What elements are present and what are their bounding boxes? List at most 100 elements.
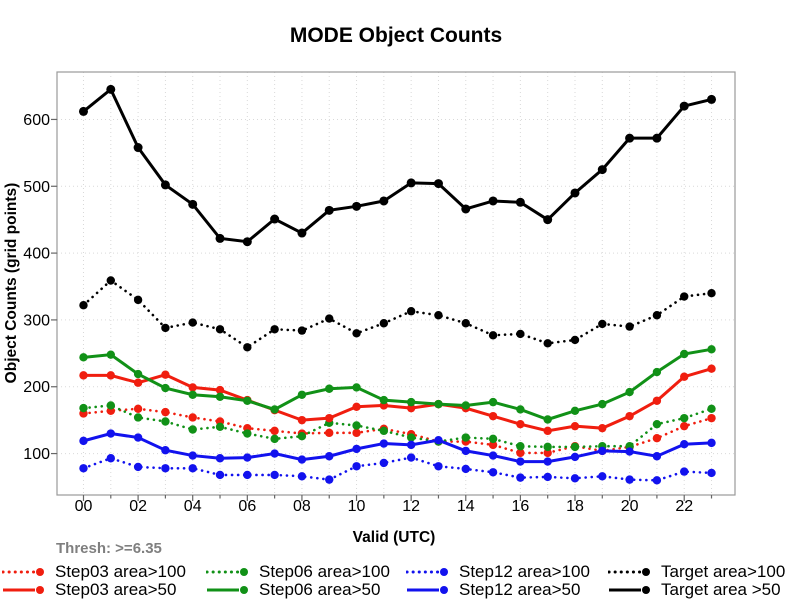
legend-line-sample-icon [207, 586, 248, 594]
data-point [406, 397, 416, 407]
data-point [625, 322, 634, 331]
data-point [516, 473, 525, 482]
data-point [188, 383, 197, 392]
data-point [133, 433, 143, 442]
data-point [625, 475, 634, 484]
legend-line-sample-icon [2, 568, 44, 576]
data-point [543, 339, 552, 348]
data-point [242, 237, 252, 247]
y-tick-label: 500 [23, 179, 50, 196]
data-point [133, 295, 143, 305]
data-point [325, 413, 334, 423]
data-point [270, 426, 279, 436]
data-point [406, 307, 416, 316]
data-point [325, 428, 334, 438]
series-line-step06-area-50 [83, 347, 712, 422]
data-point [188, 390, 197, 399]
legend-label: Step06 area>100 [259, 562, 390, 581]
data-point [488, 468, 498, 477]
x-tick-label: 18 [566, 498, 584, 515]
data-point [106, 84, 116, 94]
y-tick-label: 200 [23, 379, 50, 396]
data-point [325, 475, 334, 484]
threshold-label: Thresh: >=6.35 [56, 540, 162, 557]
data-point [188, 451, 197, 460]
legend-line-sample-icon [206, 568, 248, 576]
data-point [325, 384, 334, 393]
data-point [707, 94, 717, 104]
data-point [598, 472, 607, 481]
legend-line-sample-icon [3, 586, 44, 594]
legend-column-target: Target area>100 Target area >50 [608, 562, 786, 599]
data-point [161, 464, 170, 473]
x-tick-label: 04 [184, 498, 202, 515]
plot-border [56, 71, 736, 496]
data-point [516, 442, 525, 451]
data-point [79, 301, 88, 310]
data-point [352, 402, 361, 411]
data-point [270, 449, 279, 458]
data-point [270, 434, 279, 444]
data-point [379, 426, 389, 436]
data-point [707, 364, 716, 373]
data-point [161, 407, 170, 417]
legend-column-step06: Step06 area>100 Step06 area>50 [206, 562, 390, 599]
data-point [406, 453, 416, 462]
y-tick-label: 600 [23, 112, 50, 129]
data-point [106, 276, 115, 285]
data-point [652, 133, 662, 143]
data-point [707, 468, 716, 478]
series-line-step12-area-100 [82, 456, 713, 482]
data-point [133, 369, 143, 379]
data-point [652, 433, 662, 443]
data-point [297, 228, 307, 238]
data-point [652, 476, 662, 485]
data-point [406, 440, 416, 450]
x-tick-label: 12 [402, 498, 420, 515]
data-point [297, 431, 307, 441]
data-point [215, 325, 225, 334]
chart-legend: Step03 area>100 Step03 area>50 Step06 ar… [0, 562, 792, 611]
data-point [625, 133, 635, 143]
x-tick-label: 06 [238, 498, 256, 515]
data-point [215, 454, 225, 463]
data-point [79, 353, 88, 362]
data-point [325, 314, 334, 323]
data-point [243, 343, 252, 352]
series-line-step03-area-100 [82, 407, 713, 455]
data-point [379, 196, 389, 206]
data-point [516, 419, 525, 429]
data-point [707, 404, 716, 413]
legend-item-step06-area100: Step06 area>100 [206, 562, 390, 581]
data-point [680, 421, 689, 431]
data-point [543, 448, 552, 458]
data-point [243, 453, 252, 462]
data-point [680, 413, 689, 423]
data-point [406, 433, 416, 442]
data-point [543, 215, 553, 225]
data-point [433, 179, 443, 189]
legend-item-step12-area100: Step12 area>100 [406, 562, 590, 581]
data-point [598, 446, 607, 456]
chart-title: MODE Object Counts [289, 24, 503, 47]
data-point [570, 421, 580, 431]
data-point [680, 372, 689, 381]
legend-item-step03-area50: Step03 area>50 [2, 580, 186, 599]
legend-line-sample-icon [406, 568, 448, 576]
data-point [297, 390, 307, 399]
data-point [488, 451, 498, 460]
data-point [188, 464, 197, 473]
series-line-step06-area-100 [82, 404, 713, 449]
y-tick-label: 300 [23, 312, 50, 329]
data-point [598, 399, 607, 409]
data-point [543, 472, 552, 482]
data-point [188, 318, 197, 327]
data-point [625, 447, 634, 456]
series-line-target-area-100 [82, 278, 713, 349]
legend-label: Target area>100 [661, 562, 786, 581]
x-tick-label: 16 [511, 498, 529, 515]
data-point [188, 413, 197, 422]
data-point [680, 440, 689, 449]
data-point [79, 371, 88, 380]
data-point [680, 467, 689, 476]
